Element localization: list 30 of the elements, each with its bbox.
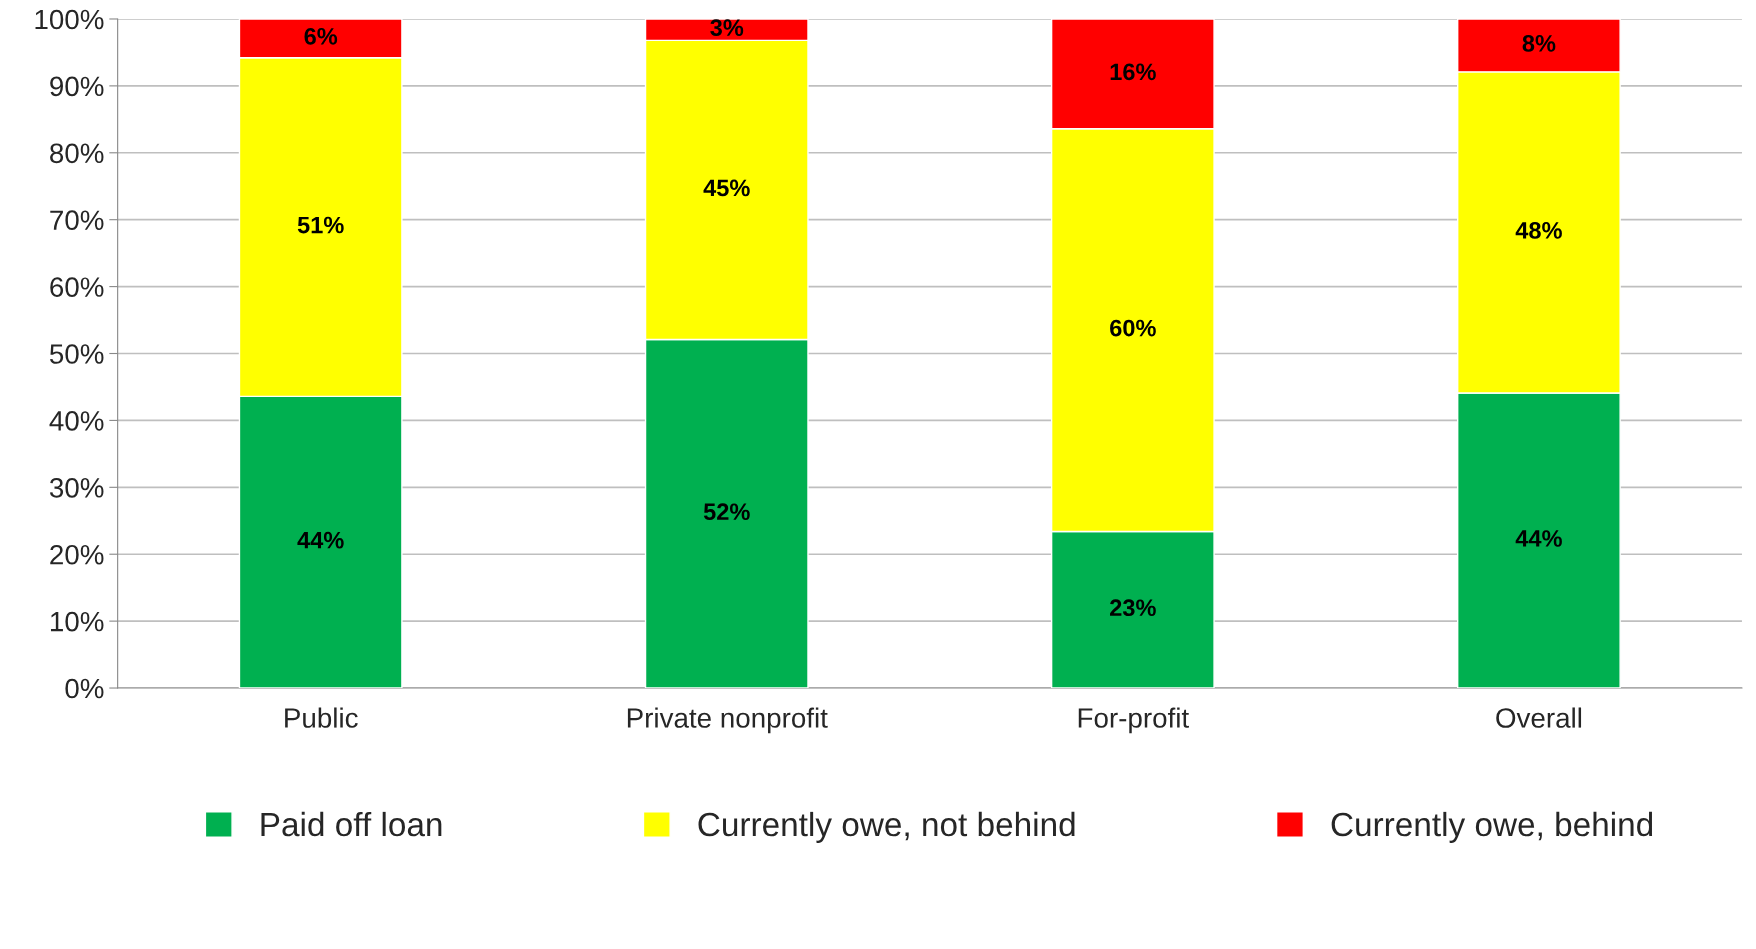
data-label: 16%	[1110, 63, 1156, 81]
data-label: 51%	[297, 216, 344, 234]
y-tick-label: 20%	[50, 544, 104, 565]
y-tick-label: 60%	[50, 277, 104, 297]
y-tick-label: 40%	[49, 411, 104, 431]
data-label: 8%	[1522, 35, 1556, 52]
y-tick-label: 70%	[50, 210, 104, 231]
data-label: 3%	[710, 19, 744, 37]
x-tick-label: Overall	[1496, 707, 1582, 728]
y-tick-label: 90%	[50, 76, 104, 97]
y-tick-label: 30%	[49, 477, 104, 498]
data-label: 23%	[1110, 599, 1156, 617]
data-label: 52%	[703, 503, 750, 521]
legend-label: Currently owe, not behind	[698, 811, 1075, 843]
y-tick-label: 10%	[50, 611, 104, 632]
legend-label: Currently owe, behind	[1331, 811, 1653, 843]
y-tick-label: 80%	[50, 143, 104, 164]
x-tick-label: Public	[285, 707, 358, 728]
x-tick-label: Private nonprofit	[627, 707, 828, 734]
data-label: 6%	[304, 28, 338, 45]
data-label: 60%	[1110, 319, 1156, 337]
y-tick-label: 100%	[35, 9, 104, 30]
data-label: 48%	[1515, 222, 1562, 239]
data-label: 44%	[297, 531, 344, 549]
legend-label: Paid off loan	[261, 811, 442, 837]
y-tick-label: 0%	[65, 678, 104, 699]
y-tick-label: 50%	[49, 344, 104, 364]
data-label: 44%	[1515, 530, 1562, 547]
x-tick-label: For-profit	[1078, 707, 1189, 734]
data-label: 45%	[703, 179, 750, 197]
